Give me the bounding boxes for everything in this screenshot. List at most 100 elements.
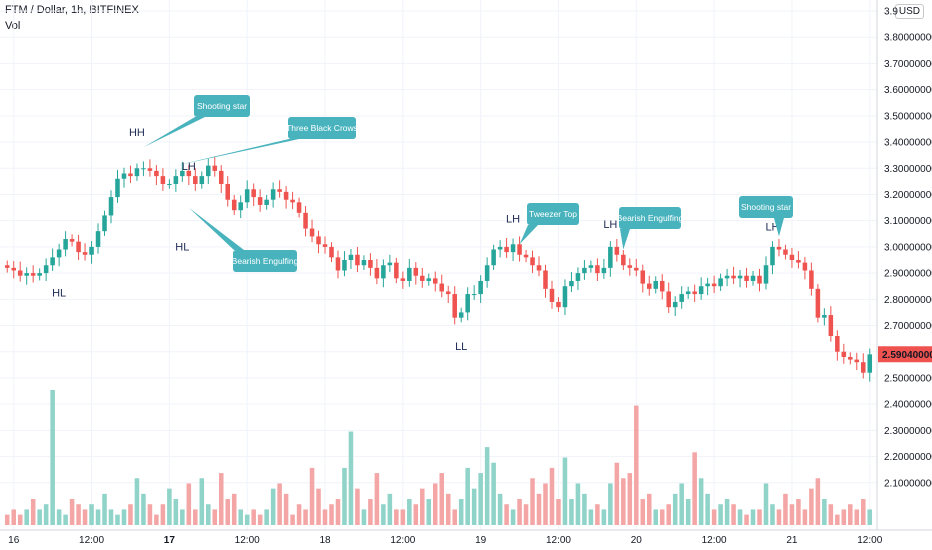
candle-body: [536, 265, 542, 271]
candle-body: [173, 176, 179, 184]
volume-bar: [789, 504, 795, 525]
volume-bar: [711, 509, 717, 525]
candle-body: [361, 260, 367, 266]
volume-bar: [361, 509, 367, 525]
volume-bar: [407, 499, 412, 525]
time-tick-label: 16: [8, 535, 20, 546]
volume-bar: [212, 509, 218, 525]
price-tick-label: 3.9: [884, 7, 898, 18]
time-tick-label: 12:00: [857, 535, 882, 546]
price-tick-label: 3.80000000: [884, 33, 932, 44]
price-tick-label: 3.50000000: [884, 111, 932, 122]
volume-bar: [108, 509, 114, 525]
callout-pointer: [175, 139, 299, 166]
candle-body: [348, 254, 354, 260]
candle-body: [452, 294, 457, 318]
volume-bar: [815, 478, 821, 525]
candle-body: [206, 165, 211, 177]
candle-body: [400, 278, 406, 281]
candle-body: [569, 280, 574, 287]
volume-bar: [368, 499, 373, 525]
callout-box: [288, 117, 356, 139]
volume-bar: [822, 499, 827, 525]
candle-body: [432, 278, 438, 284]
candle-body: [640, 270, 646, 284]
candle-body: [329, 246, 334, 258]
volume-bar: [776, 509, 782, 525]
candle-body: [789, 254, 795, 260]
candle-body: [672, 301, 678, 308]
candle-body: [186, 170, 192, 177]
candle-body: [303, 212, 308, 229]
volume-bar: [290, 514, 295, 525]
volume-bar: [316, 488, 321, 525]
candle-body: [56, 249, 62, 258]
candle-body: [796, 260, 801, 263]
candle-body: [322, 244, 328, 247]
time-tick-label: 12:00: [79, 535, 104, 546]
volume-bar: [802, 509, 808, 525]
candle-body: [478, 280, 483, 295]
candle-body: [750, 275, 756, 281]
time-axis[interactable]: 16 12:00 17 12:00 18 12:00 19 12:00 20 12:00 21 12:…: [8, 535, 883, 546]
price-tick-label: 2.70000000: [884, 321, 932, 332]
candle-body: [296, 202, 302, 213]
candle-body: [264, 199, 269, 205]
callout-pointer: [188, 207, 244, 250]
volume-bar: [595, 504, 600, 525]
candle-body: [335, 257, 341, 271]
candle-body: [121, 173, 127, 179]
candle-body: [835, 336, 840, 352]
volume-bar: [231, 493, 237, 525]
volume-bar: [763, 483, 769, 525]
candle-body: [653, 280, 659, 289]
volume-bar: [82, 509, 88, 525]
volume-bar: [225, 499, 231, 525]
callout-box: [194, 95, 250, 117]
price-axis[interactable]: 2.10000000 2.20000000 2.30000000 2.40000000…: [884, 7, 932, 490]
volume-bar: [575, 483, 581, 525]
volume-bar: [303, 509, 308, 525]
volume-bar: [128, 504, 133, 525]
volume-bar: [283, 493, 289, 525]
candle-body: [861, 362, 866, 373]
volume-bar: [562, 457, 568, 525]
currency-button[interactable]: USD: [894, 4, 924, 19]
candle-body: [601, 267, 607, 274]
candle-body: [770, 246, 775, 266]
volume-bar: [43, 504, 49, 525]
time-tick-label: 18: [319, 535, 331, 546]
volume-bar: [497, 493, 503, 525]
volume-bar: [95, 509, 101, 525]
volume-bar: [277, 483, 282, 525]
volume-bar: [737, 509, 743, 525]
candle-body: [575, 273, 581, 281]
candle-body: [426, 278, 432, 281]
candle-body: [679, 294, 684, 302]
price-tick-label: 2.90000000: [884, 269, 932, 280]
volume-bar: [523, 504, 529, 525]
candle-body: [63, 239, 68, 250]
volume-bar: [672, 493, 678, 525]
volume-bar: [627, 473, 633, 525]
candle-body: [381, 265, 386, 279]
candle-body: [530, 257, 535, 266]
candle-body: [458, 312, 464, 318]
callout-box: [527, 203, 579, 225]
price-tick-label: 3.30000000: [884, 164, 932, 175]
volume-bar: [614, 462, 620, 525]
time-tick-label: 12:00: [235, 535, 260, 546]
volume-bar: [809, 488, 814, 525]
volume-bar: [582, 493, 587, 525]
volume-bar: [251, 509, 256, 525]
candle-body: [737, 275, 743, 279]
candle-body: [277, 189, 282, 192]
candle-body: [504, 246, 509, 253]
volume-bar: [659, 509, 665, 525]
volume-bar: [56, 509, 62, 525]
volume-bar: [692, 452, 697, 525]
volume-bar: [134, 478, 140, 525]
volume-bar: [147, 504, 153, 525]
